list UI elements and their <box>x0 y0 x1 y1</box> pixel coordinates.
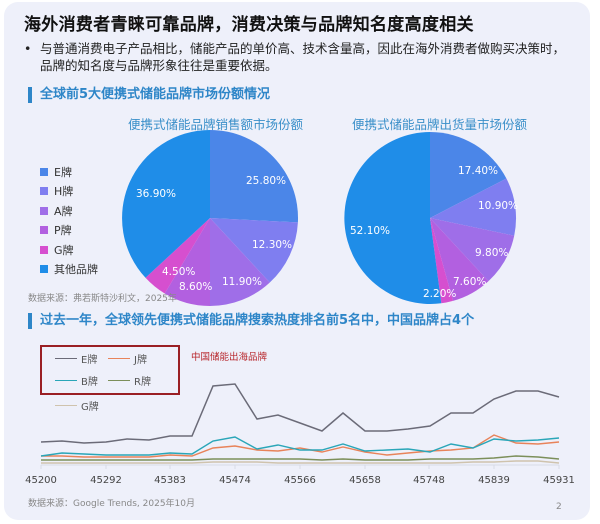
x-tick-label: 45658 <box>349 475 381 486</box>
bullet-text: 与普通消费电子产品相比，储能产品的单价高、技术含量高，因此在海外消费者做购买决策… <box>40 41 566 73</box>
x-tick-label: 45292 <box>90 475 122 486</box>
pie-label: 10.90% <box>478 200 518 212</box>
legend-swatch <box>40 206 48 215</box>
legend-line <box>55 357 77 360</box>
pie-slice-p <box>430 218 489 301</box>
pie-label: 12.30% <box>252 239 292 251</box>
legend-item-e: E牌 <box>40 162 98 182</box>
pie-slice-a <box>430 218 515 282</box>
legend-swatch <box>40 245 48 254</box>
x-tick-label: 45931 <box>543 475 575 486</box>
pie-label: 9.80% <box>475 247 508 259</box>
line-legend-g: G牌 <box>55 398 99 413</box>
pie-label: 2.20% <box>423 288 456 300</box>
legend-line <box>108 379 130 382</box>
series-j <box>41 434 560 458</box>
pie-slice-p <box>164 218 210 307</box>
pie-slice-e <box>430 132 507 218</box>
pie-slice-other <box>122 130 210 278</box>
x-tick-label: 45839 <box>478 475 510 486</box>
line-chart-search-trends: 45200 45292 45383 45474 45566 45658 4574… <box>25 383 575 486</box>
pie-slice-e <box>210 130 299 223</box>
pie-label: 11.90% <box>222 276 262 288</box>
legend-line <box>55 379 77 382</box>
pie-legend: E牌 H牌 A牌 P牌 G牌 其他品牌 <box>40 162 98 279</box>
source-note-pies: 数据来源：弗若斯特沙利文，2025年 <box>28 294 177 304</box>
x-axis-ticks <box>40 465 560 469</box>
legend-swatch <box>40 187 48 196</box>
pie-label: 36.90% <box>136 188 176 200</box>
china-brands-annotation: 中国储能出海品牌 <box>191 352 268 363</box>
line-legend-b: B牌 <box>55 373 98 388</box>
pie-slice-h <box>210 218 298 283</box>
pie-slice-a <box>210 218 270 306</box>
legend-swatch <box>40 167 48 176</box>
legend-swatch <box>40 226 48 235</box>
series-r <box>41 455 560 461</box>
pie-title-shipments: 便携式储能品牌出货量市场份额 <box>352 117 528 132</box>
series-g <box>41 460 560 464</box>
series-e <box>40 383 560 444</box>
x-tick-label: 45474 <box>219 475 251 486</box>
legend-item-p: P牌 <box>40 221 98 241</box>
pie-label: 25.80% <box>246 175 286 187</box>
pie-label: 52.10% <box>350 225 390 237</box>
line-legend-r: R牌 <box>108 373 151 388</box>
x-tick-label: 45383 <box>154 475 186 486</box>
pie-chart-shipments: 17.40% 10.90% 9.80% 7.60% 2.20% 52.10% <box>344 132 518 304</box>
section-heading-market-share: 全球前5大便携式储能品牌市场份额情况 <box>28 87 270 103</box>
x-tick-label: 45200 <box>25 475 57 486</box>
pie-label: 4.50% <box>162 266 195 278</box>
pie-slice-other <box>344 132 442 304</box>
x-tick-label: 45566 <box>284 475 316 486</box>
line-legend-j: J牌 <box>108 351 147 366</box>
pie-label: 17.40% <box>458 165 498 177</box>
legend-line <box>55 404 77 407</box>
pie-slice-h <box>430 178 517 236</box>
page-number: 2 <box>556 502 562 512</box>
pie-label: 7.60% <box>453 276 486 288</box>
legend-item-g: G牌 <box>40 240 98 260</box>
pie-chart-sales: 25.80% 12.30% 11.90% 8.60% 4.50% 36.90% <box>122 130 299 307</box>
series-b <box>40 436 560 457</box>
china-brands-highlight-box <box>40 345 180 395</box>
legend-swatch <box>40 265 48 274</box>
legend-item-a: A牌 <box>40 201 98 221</box>
pie-label: 8.60% <box>179 281 212 293</box>
bullet-mark: • <box>24 41 32 56</box>
pie-title-sales: 便携式储能品牌销售额市场份额 <box>128 117 304 132</box>
legend-line <box>108 357 130 360</box>
source-note-trends: 数据来源：Google Trends, 2025年10月 <box>28 499 195 509</box>
section-heading-search-trends: 过去一年，全球领先便携式储能品牌搜索热度排名前5名中，中国品牌占4个 <box>28 313 474 329</box>
page-title: 海外消费者青睐可靠品牌，消费决策与品牌知名度高度相关 <box>24 15 474 35</box>
pie-slice-g <box>145 218 210 294</box>
legend-item-h: H牌 <box>40 182 98 202</box>
legend-item-other: 其他品牌 <box>40 260 98 280</box>
pie-slice-g <box>430 218 453 304</box>
bullet-paragraph: • 与普通消费电子产品相比，储能产品的单价高、技术含量高，因此在海外消费者做购买… <box>24 40 574 74</box>
line-legend-e: E牌 <box>55 351 97 366</box>
x-tick-label: 45748 <box>413 475 445 486</box>
